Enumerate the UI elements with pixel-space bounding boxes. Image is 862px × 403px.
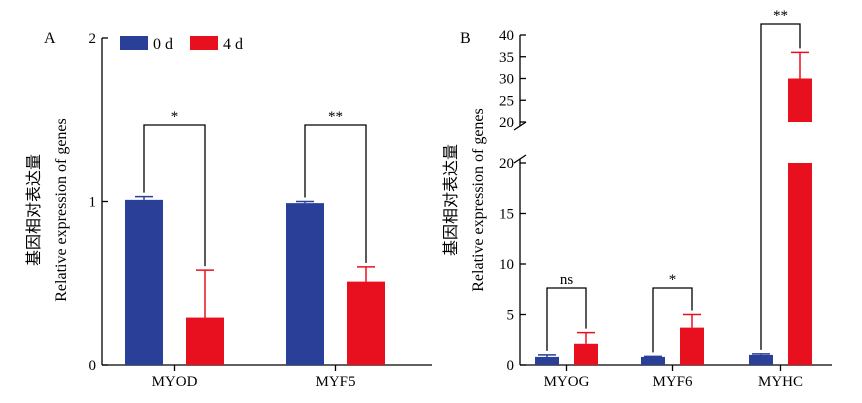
y-tick-label: 1 (89, 195, 97, 211)
legend-swatch (190, 36, 218, 50)
bar-0d-MYF5 (286, 203, 324, 365)
axis-break-mark (513, 154, 527, 164)
bar-4d-MYHC-lower (788, 163, 812, 365)
x-category-label: MYOG (544, 374, 590, 390)
x-category-label: MYHC (758, 374, 803, 390)
legend-label: 4 d (223, 36, 243, 53)
bar-0d-MYOD (125, 199, 163, 365)
panel-label: A (44, 30, 56, 47)
y-axis-label: Relative expression of genes (53, 118, 70, 302)
y-tick-label: 2 (89, 31, 97, 47)
y-tick-label: 0 (89, 358, 97, 374)
y-tick-label: 40 (499, 28, 514, 44)
bar-0d-MYF6 (641, 356, 665, 365)
y-tick-label: 10 (499, 257, 514, 273)
y-tick-label: 20 (499, 115, 514, 131)
legend-swatch (120, 36, 148, 50)
sig-MYOD-bracket (143, 124, 206, 267)
bar-0d-MYHC (749, 354, 773, 365)
legend-label: 0 d (153, 36, 173, 53)
sig-MYHC-significance: ** (773, 8, 788, 24)
y-tick-label: 25 (499, 93, 514, 109)
sig-MYF5-bracket (304, 124, 367, 263)
y-axis-label: Relative expression of genes (470, 108, 487, 292)
y-tick-label: 20 (499, 156, 514, 172)
sig-MYOG-bracket (546, 287, 587, 351)
y-tick-label: 5 (507, 308, 515, 324)
x-category-label: MYF5 (315, 374, 355, 390)
y-tick-label: 0 (507, 358, 515, 374)
sig-MYOG-significance: ns (560, 272, 574, 288)
x-category-label: MYOD (152, 374, 198, 390)
y-tick-label: 30 (499, 72, 514, 88)
y-tick-label: 15 (499, 207, 514, 223)
y-axis-label-cn: 基因相对表达量 (25, 154, 43, 266)
x-category-label: MYF6 (652, 374, 693, 390)
bar-0d-MYOG (535, 356, 559, 365)
bar-4d-MYF5 (347, 281, 385, 365)
sig-MYOD-significance: * (171, 109, 179, 125)
bar-4d-MYOG (574, 343, 598, 365)
bar-4d-MYOD (186, 317, 224, 365)
bar-4d-MYF6 (680, 327, 704, 365)
y-tick-label: 35 (499, 50, 514, 66)
panel-label: B (460, 30, 471, 47)
sig-MYHC-bracket (760, 23, 801, 350)
y-axis-label-cn: 基因相对表达量 (442, 144, 460, 256)
sig-MYF6-bracket (652, 287, 693, 353)
sig-MYF5-significance: ** (328, 109, 343, 125)
sig-MYF6-significance: * (669, 272, 677, 288)
bar-4d-MYHC-upper (788, 78, 812, 122)
axis-break-mark (513, 121, 527, 131)
